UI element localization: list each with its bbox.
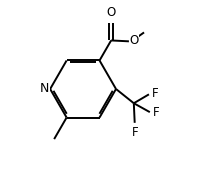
Text: O: O [130,34,139,47]
Text: F: F [131,126,138,139]
Text: F: F [152,87,159,100]
Text: O: O [106,6,116,19]
Text: N: N [40,82,49,95]
Text: F: F [153,106,160,119]
